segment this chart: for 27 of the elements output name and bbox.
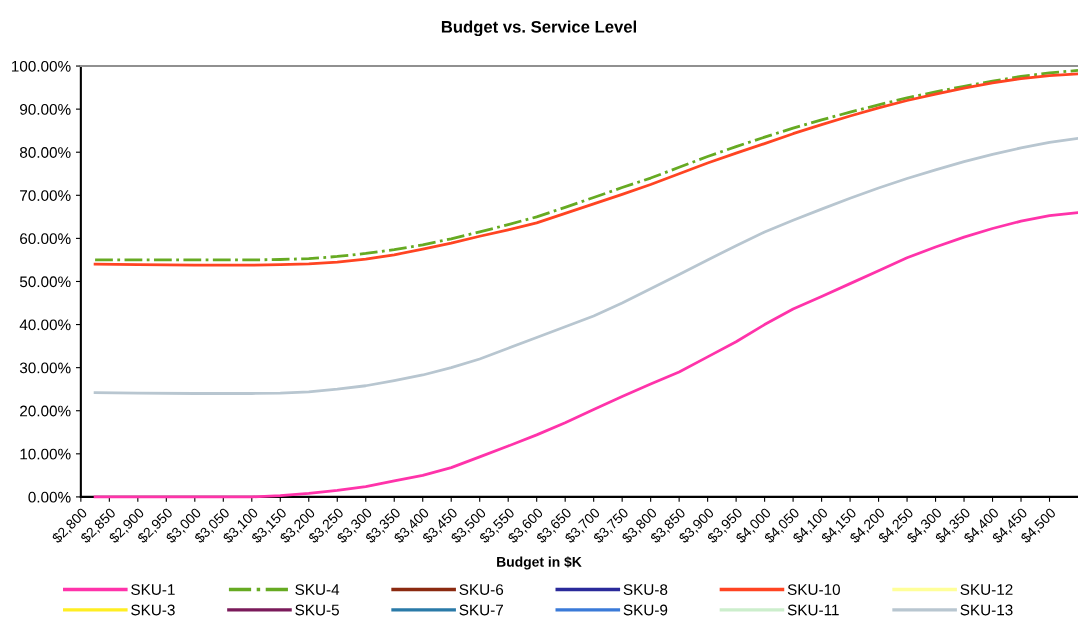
line-series (93, 137, 1078, 395)
legend-label: SKU-7 (459, 604, 503, 616)
y-tick-label: 90.00% (20, 104, 71, 115)
legend-label: SKU-11 (787, 604, 839, 616)
legend-label: SKU-8 (623, 584, 668, 596)
line-series (93, 211, 1078, 499)
y-tick-label: 100.00% (11, 60, 71, 72)
y-tick-label: 60.00% (20, 233, 71, 245)
y-tick-label: 20.00% (20, 405, 71, 417)
y-tick-label: 0.00% (28, 491, 71, 503)
legend-label: SKU-9 (623, 604, 668, 616)
legend-label: SKU-13 (960, 604, 1013, 616)
legend-label: SKU-3 (131, 604, 175, 616)
chart-title: Budget vs. Service Level (441, 20, 637, 37)
y-tick-label: 70.00% (20, 190, 71, 201)
y-tick-label: 10.00% (20, 448, 71, 460)
y-tick-label: 80.00% (19, 147, 71, 158)
y-tick-label: 30.00% (19, 362, 71, 374)
legend-label: SKU-10 (787, 584, 840, 596)
legend-label: SKU-5 (295, 604, 339, 616)
x-axis-title: Budget in $K (497, 556, 582, 570)
y-tick-label: 50.00% (19, 276, 71, 288)
y-tick-label: 40.00% (19, 319, 71, 331)
legend-label: SKU-1 (131, 584, 175, 596)
legend-label: SKU-4 (295, 584, 340, 596)
legend-label: SKU-6 (459, 584, 504, 596)
legend-label: SKU-12 (960, 584, 1013, 596)
